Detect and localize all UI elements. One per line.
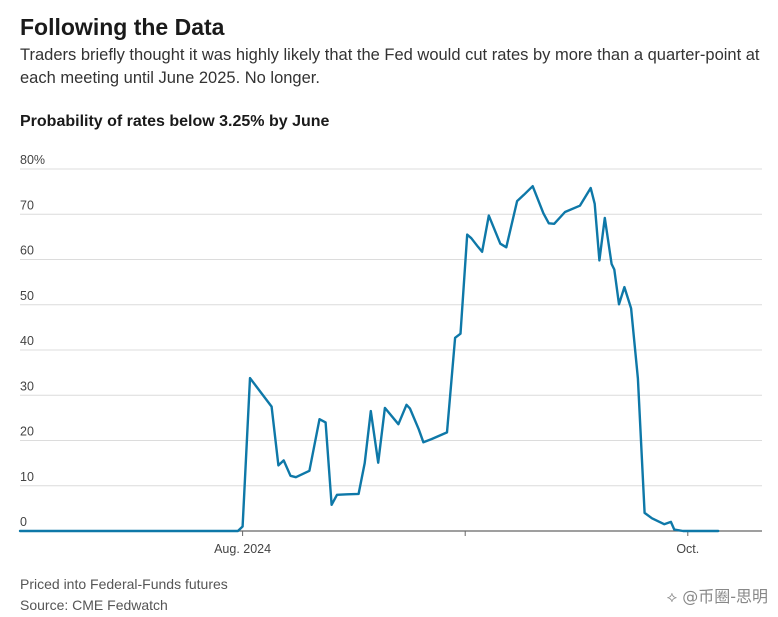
- y-tick-label: 50: [20, 289, 34, 303]
- y-tick-label: 10: [20, 470, 34, 484]
- gridlines: [20, 168, 762, 532]
- y-tick-label: 70: [20, 198, 34, 212]
- headline: Following the Data: [20, 14, 225, 40]
- subheadline: Traders briefly thought it was highly li…: [20, 46, 760, 87]
- chart-title: Probability of rates below 3.25% by June: [20, 113, 330, 130]
- footnote-source: Source: CME Fedwatch: [20, 597, 168, 613]
- line-chart: 0 10 20 30 40 50 60 70 80% Aug. 2024 Oct.: [18, 153, 762, 556]
- series-layer: [18, 185, 720, 533]
- x-tick-label: Aug. 2024: [214, 542, 271, 556]
- x-tick-label: Oct.: [676, 542, 699, 556]
- footnote: Priced into Federal-Funds futures Source…: [20, 574, 228, 616]
- y-tick-label: 40: [20, 334, 34, 348]
- y-tick-label: 0: [20, 515, 27, 529]
- y-tick-label: 80%: [20, 153, 45, 167]
- y-tick-label: 60: [20, 244, 34, 258]
- x-axis-ticks: Aug. 2024 Oct.: [214, 531, 699, 556]
- y-tick-label: 30: [20, 379, 34, 393]
- y-tick-label: 20: [20, 425, 34, 439]
- watermark: ⟡ @币圈-思明: [666, 587, 768, 606]
- series-line: [18, 185, 720, 533]
- y-axis-ticks: 0 10 20 30 40 50 60 70 80%: [20, 153, 45, 529]
- footnote-note: Priced into Federal-Funds futures: [20, 576, 228, 592]
